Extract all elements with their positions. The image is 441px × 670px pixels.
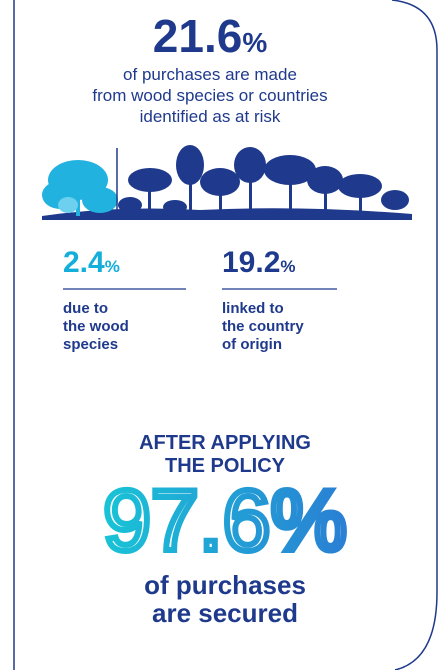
headline-text: of purchases are made from wood species … [92,65,327,126]
policy-title: AFTER APPLYING [139,432,311,454]
text-line: identified as at risk [140,107,281,126]
breakdown-text: the country [222,318,304,335]
breakdown-text: due to [63,300,108,317]
result-text: of purchases [144,570,306,600]
result-value: 97.6% [103,473,347,569]
breakdown-value: 19.2% [222,246,296,279]
breakdown-text: linked to [222,300,284,317]
breakdown-value: 2.4% [63,246,120,279]
text-line: of purchases are made [123,65,297,84]
breakdown-text: the wood [63,318,129,335]
headline: 21.6% [153,10,268,62]
breakdown-text: of origin [222,336,282,353]
policy-title: THE POLICY [165,455,286,477]
frame [13,0,438,670]
text-line: from wood species or countries [92,86,327,105]
result-text: are secured [152,598,298,628]
trees-illustration [42,145,412,220]
breakdown-text: species [63,336,118,353]
